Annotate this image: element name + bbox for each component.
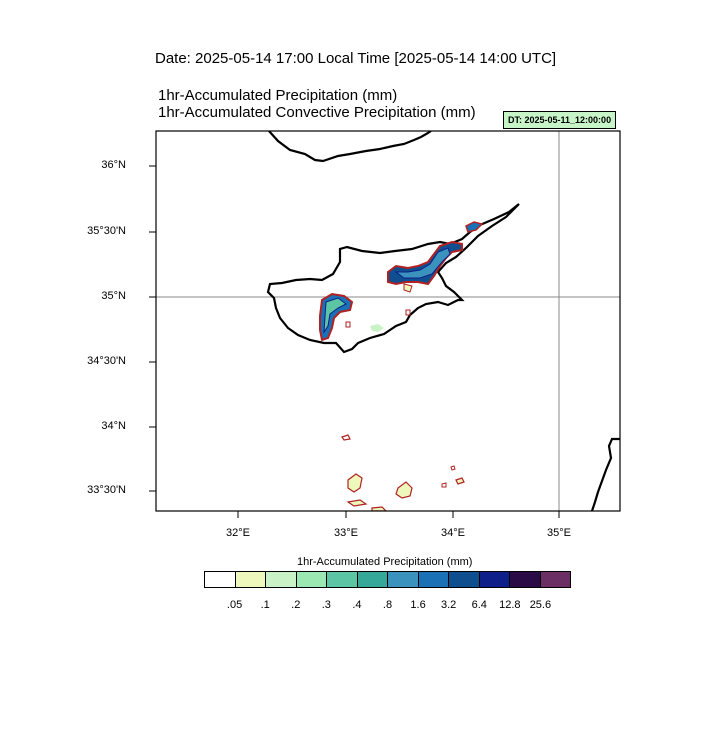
lon-ticks <box>237 511 560 518</box>
legend-tick-label: .3 <box>321 599 331 611</box>
title-precipitation: 1hr-Accumulated Precipitation (mm) <box>158 87 398 104</box>
lat-label: 34°N <box>101 420 126 432</box>
legend-swatch <box>540 572 570 587</box>
precip-light-south-5 <box>341 434 351 441</box>
lon-label: 33°E <box>334 527 358 539</box>
precip-core-west <box>323 297 347 334</box>
precip-light-north-1 <box>403 283 413 293</box>
legend-swatch <box>388 572 419 587</box>
legend-tick-label: 6.4 <box>471 599 487 611</box>
legend-tick-label: .4 <box>352 599 362 611</box>
legend-tick-label: 12.8 <box>499 599 521 611</box>
legend-title: 1hr-Accumulated Precipitation (mm) <box>297 556 473 568</box>
precip-light-south-1 <box>347 473 363 493</box>
lat-label: 34°30'N <box>87 355 126 367</box>
title-convective-precipitation: 1hr-Accumulated Convective Precipitation… <box>158 104 476 121</box>
lat-label: 36°N <box>101 159 126 171</box>
legend-swatch <box>357 572 388 587</box>
coastline-cyprus <box>266 203 520 354</box>
lon-label: 32°E <box>226 527 250 539</box>
coastline-syria <box>590 437 620 511</box>
legend-tick-label: .1 <box>260 599 270 611</box>
precip-light-west-3 <box>405 309 411 316</box>
legend-tick-label: .05 <box>226 599 243 611</box>
precip-light-south-6 <box>455 477 465 485</box>
legend-swatch <box>327 572 358 587</box>
coastline-turkey <box>268 131 432 163</box>
precip-light-south-8 <box>450 465 456 471</box>
dt-badge: DT: 2025-05-11_12:00:00 <box>503 111 617 129</box>
legend-swatch <box>479 572 510 587</box>
precip-core-east <box>394 247 451 279</box>
plot-frame <box>155 130 621 512</box>
precip-light-south-7 <box>441 482 447 488</box>
lon-label: 35°E <box>547 527 571 539</box>
legend-swatch <box>296 572 327 587</box>
lat-label: 35°N <box>101 290 126 302</box>
legend-swatch <box>235 572 266 587</box>
precip-area-karpas <box>465 221 484 233</box>
lat-label: 35°30'N <box>87 225 126 237</box>
legend-tick-label: 1.6 <box>410 599 426 611</box>
lat-label: 33°30'N <box>87 484 126 496</box>
precip-light-south-2 <box>395 481 413 499</box>
precip-light-center <box>370 324 384 332</box>
legend-swatch <box>510 572 541 587</box>
precip-light-south-4 <box>371 506 387 511</box>
precip-light-south-3 <box>346 499 368 507</box>
date-title: Date: 2025-05-14 17:00 Local Time [2025-… <box>155 50 557 67</box>
precip-area-east <box>387 240 463 286</box>
legend-tick-label: 25.6 <box>529 599 552 611</box>
legend-swatch <box>418 572 449 587</box>
lon-label: 34°E <box>441 527 465 539</box>
legend-swatch <box>266 572 297 587</box>
legend-tick-label: .8 <box>382 599 393 611</box>
legend-swatch <box>205 572 236 587</box>
legend-tick-label: 3.2 <box>441 599 457 611</box>
legend-tick-label: .2 <box>291 599 301 611</box>
precip-light-west-2 <box>345 321 351 328</box>
lat-ticks <box>149 165 156 492</box>
legend-swatch <box>449 572 480 587</box>
legend-colorbar <box>204 571 571 588</box>
